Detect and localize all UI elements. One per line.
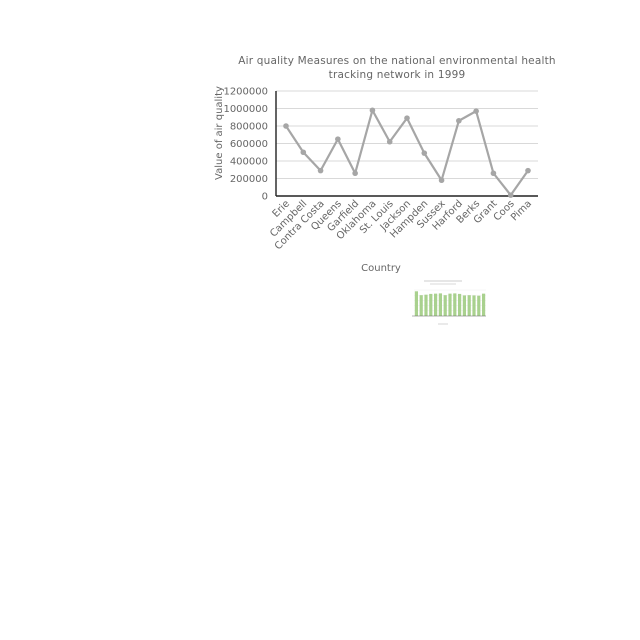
inset-bar xyxy=(482,293,486,316)
inset-bar xyxy=(458,293,462,316)
inset-bar xyxy=(419,295,423,316)
chart-title-line-2: tracking network in 1999 xyxy=(329,69,466,81)
inset-bar xyxy=(438,293,442,316)
y-tick-label: 800000 xyxy=(230,122,268,133)
inset-bar xyxy=(467,295,471,316)
y-axis-label: Value of air quality xyxy=(214,86,225,180)
inset-bar xyxy=(453,293,457,316)
data-point xyxy=(352,170,358,177)
data-points xyxy=(283,107,531,198)
gridlines xyxy=(276,90,538,179)
data-point xyxy=(473,108,479,114)
data-point xyxy=(386,138,393,145)
inset-bar xyxy=(448,293,452,316)
data-point xyxy=(421,150,428,156)
chart-title-line-1: Air quality Measures on the national env… xyxy=(238,55,556,67)
data-point xyxy=(369,107,376,114)
y-axis-ticks: 0 200000 400000 600000 800000 1000000 1200000 xyxy=(223,87,268,203)
data-point xyxy=(300,149,307,156)
data-point xyxy=(283,123,289,129)
y-tick-label: 1200000 xyxy=(223,87,268,98)
inset-bar xyxy=(424,294,428,316)
y-tick-label: 200000 xyxy=(230,174,268,185)
inset-bars xyxy=(414,291,486,316)
inset-bar xyxy=(472,295,476,316)
inset-bar xyxy=(443,295,447,316)
inset-bar xyxy=(462,295,466,316)
y-tick-label: 0 xyxy=(262,192,268,203)
data-point xyxy=(490,170,497,177)
data-point xyxy=(335,136,341,142)
inset-bar xyxy=(477,295,481,316)
x-axis-label: Country xyxy=(361,263,401,274)
series-line xyxy=(285,109,529,197)
data-point xyxy=(404,115,410,121)
inset-bar xyxy=(429,293,433,316)
data-point xyxy=(507,192,514,198)
y-tick-label: 600000 xyxy=(230,139,268,150)
inset-bar xyxy=(434,293,438,316)
inset-chart-thumbnail xyxy=(398,278,488,326)
data-point xyxy=(438,177,445,184)
y-tick-label: 1000000 xyxy=(223,104,268,115)
data-point xyxy=(525,167,531,174)
inset-bar xyxy=(414,291,418,316)
y-tick-label: 400000 xyxy=(230,157,268,168)
data-point xyxy=(456,117,462,124)
data-point xyxy=(317,167,324,174)
